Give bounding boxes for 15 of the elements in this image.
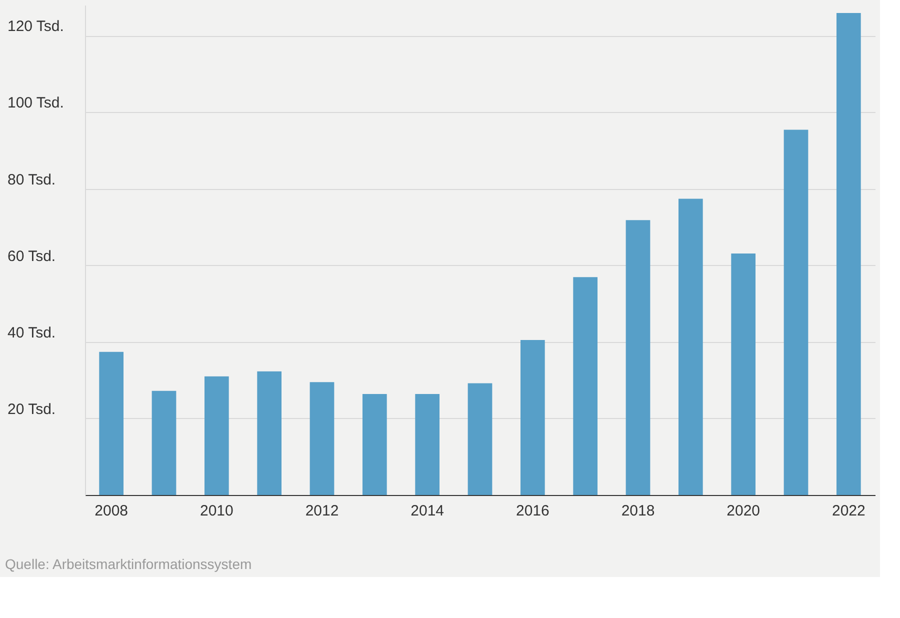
y-tick-label: 100 Tsd. (8, 94, 64, 112)
x-tick-label: 2010 (200, 502, 234, 520)
x-tick-label: 2022 (832, 502, 866, 520)
y-tick-label: 120 Tsd. (8, 18, 64, 36)
y-tick-label: 20 Tsd. (8, 400, 56, 418)
x-tick-label: 2012 (305, 502, 339, 520)
source-note: Quelle: Arbeitsmarktinformationssystem (5, 556, 252, 572)
x-tick-label: 2016 (516, 502, 550, 520)
y-tick-label: 80 Tsd. (8, 171, 56, 188)
x-tick-label: 2020 (726, 502, 760, 520)
y-tick-label: 60 Tsd. (8, 248, 56, 265)
x-tick-label: 2018 (621, 502, 655, 520)
x-tick-label: 2008 (94, 502, 128, 520)
x-tick-label: 2014 (410, 502, 444, 520)
y-tick-label: 40 Tsd. (8, 324, 56, 342)
